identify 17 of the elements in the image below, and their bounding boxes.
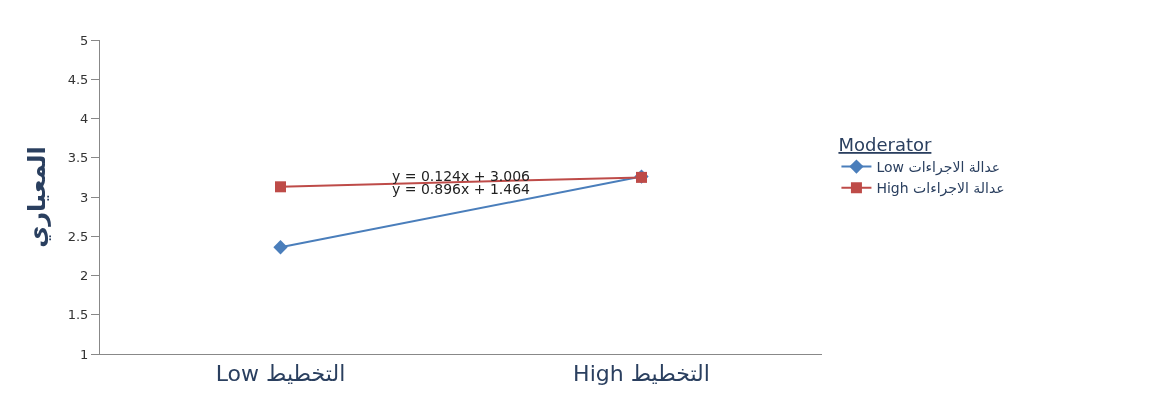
y-tick-label: 5 (80, 32, 89, 48)
legend-label: Low عدالة الاجراءات (876, 159, 1001, 177)
x-tick-label: High التخطيط (573, 361, 710, 387)
y-tick-label: 4.5 (67, 71, 89, 87)
legend-title: Moderator (838, 134, 932, 155)
point (273, 240, 288, 255)
x-tick-label: Low التخطيط (215, 361, 346, 387)
y-tick-label: 4 (80, 111, 89, 127)
y-tick-label: 1.5 (67, 307, 89, 323)
legend-label: High عدالة الاجراءات (876, 180, 1005, 198)
y-tick-label: 3.5 (67, 150, 89, 166)
y-tick-label: 2.5 (67, 228, 89, 244)
y-axis-title: المعياري (22, 146, 51, 248)
y-tick-label: 1 (80, 346, 89, 362)
point (275, 181, 286, 193)
y-tick-label: 2 (80, 268, 89, 284)
y-tick-label: 3 (80, 189, 89, 205)
